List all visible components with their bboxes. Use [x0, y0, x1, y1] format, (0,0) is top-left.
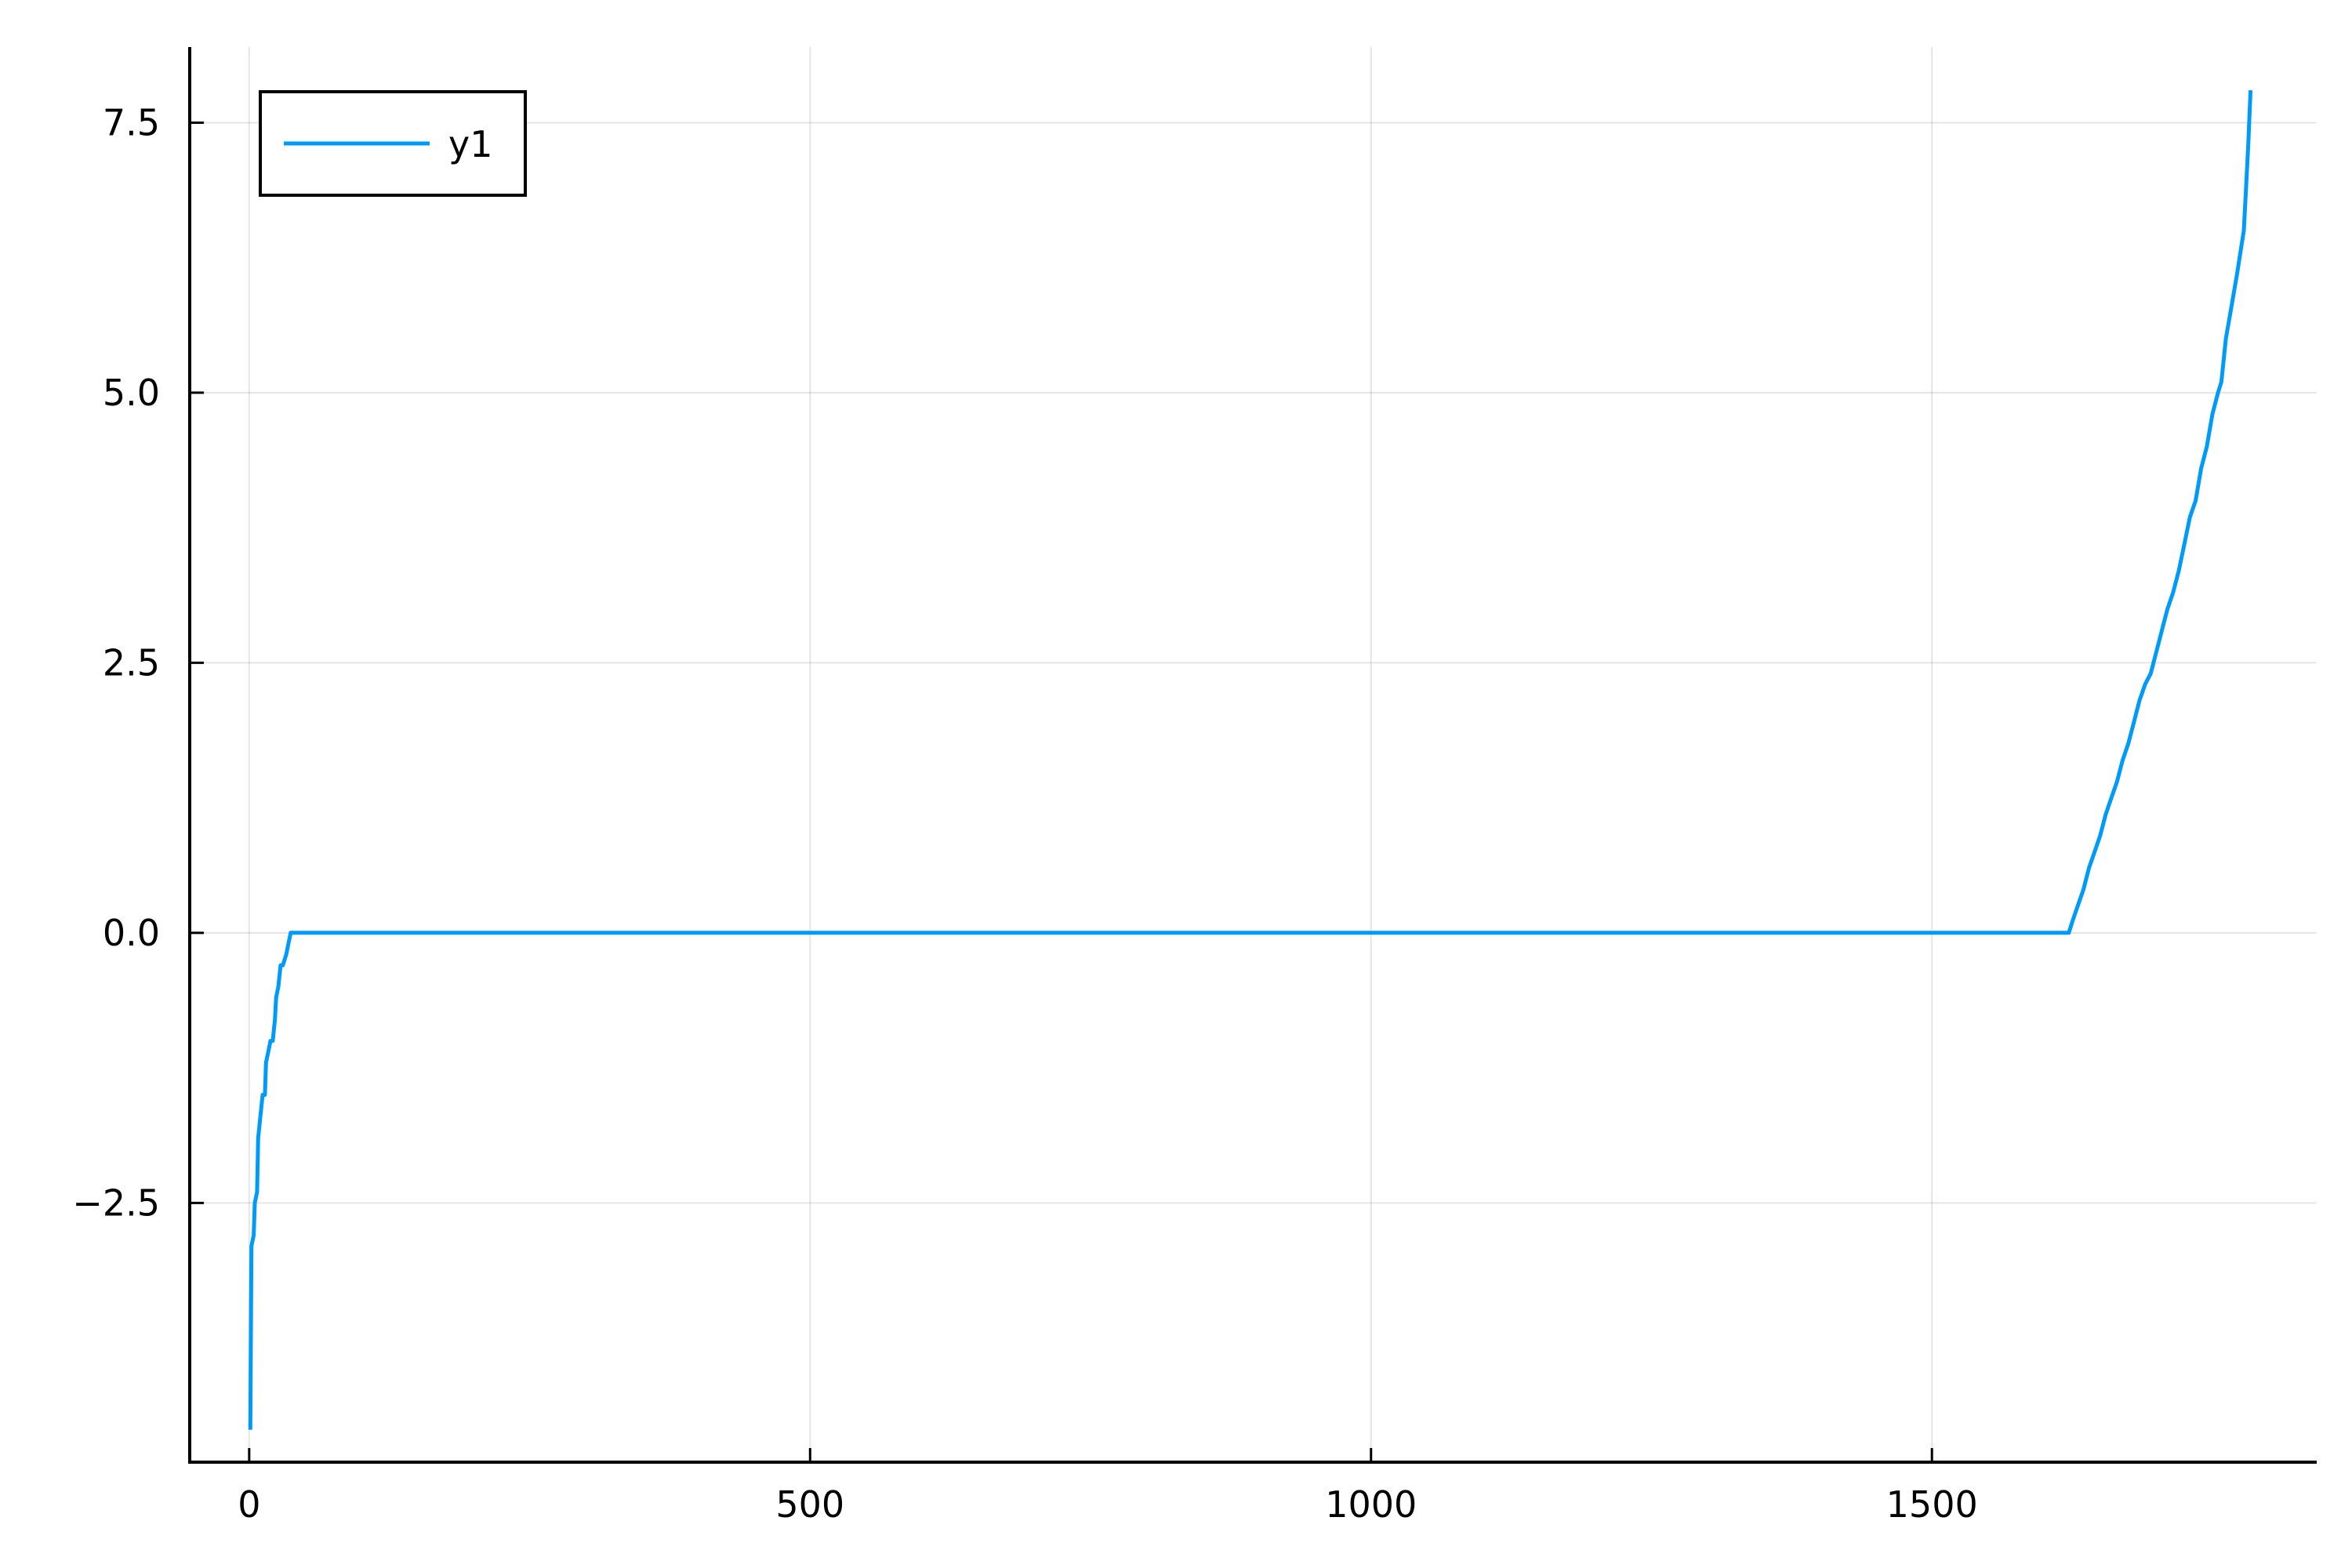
legend: y1	[259, 90, 527, 197]
y-tick-label: 2.5	[103, 641, 160, 684]
series-line-y1	[248, 89, 2253, 1430]
series-layer	[248, 89, 2253, 1430]
x-tick-label: 0	[238, 1483, 260, 1526]
x-tick-label: 1500	[1886, 1483, 1978, 1526]
y-tick-label: 7.5	[103, 101, 160, 143]
x-tick-label: 500	[775, 1483, 844, 1526]
y-ticks: −2.5 0.0 2.5 5.0 7.5	[72, 101, 204, 1224]
axes	[188, 47, 2317, 1464]
y-tick-label: 0.0	[103, 912, 160, 954]
legend-label-y1: y1	[448, 123, 493, 165]
x-ticks: 0 500 1000 1500	[238, 1448, 1978, 1526]
x-tick-label: 1000	[1325, 1483, 1417, 1526]
y-tick-label: 5.0	[103, 372, 160, 414]
y-tick-label: −2.5	[72, 1181, 160, 1224]
